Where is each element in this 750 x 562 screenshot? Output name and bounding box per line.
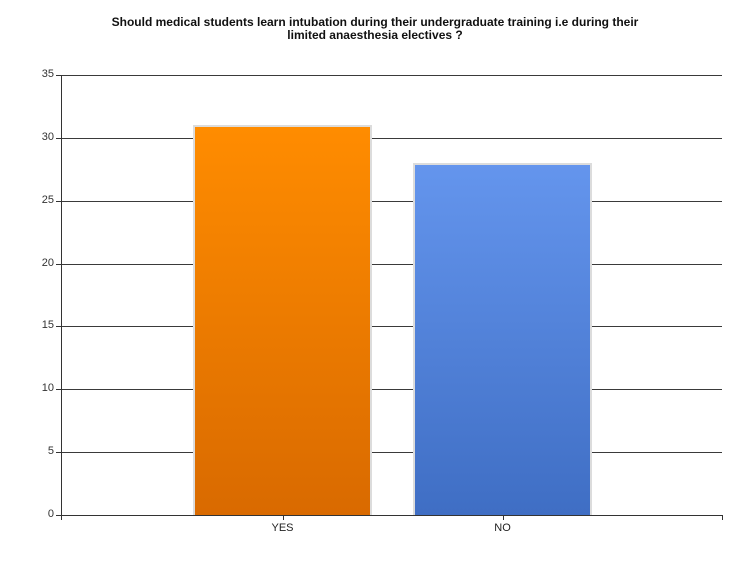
x-axis xyxy=(61,515,722,516)
y-tick xyxy=(56,515,61,516)
gridline xyxy=(61,138,722,139)
y-tick-label: 5 xyxy=(47,445,54,457)
gridline xyxy=(61,326,722,327)
chart-title-line-1: Should medical students learn intubation… xyxy=(111,15,639,29)
y-tick xyxy=(56,452,61,453)
y-tick xyxy=(56,138,61,139)
gridline xyxy=(61,452,722,453)
gridline xyxy=(61,75,722,76)
y-tick xyxy=(56,326,61,327)
y-tick xyxy=(56,201,61,202)
x-tick xyxy=(503,515,504,520)
gridline xyxy=(61,389,722,390)
bar-no xyxy=(413,163,592,515)
y-tick-label: 25 xyxy=(41,194,54,206)
y-tick-label: 35 xyxy=(41,68,54,80)
gridline xyxy=(61,201,722,202)
y-tick-label: 30 xyxy=(41,131,54,143)
chart-title-line-2: limited anaesthesia electives ? xyxy=(287,28,463,42)
x-tick xyxy=(283,515,284,520)
y-axis xyxy=(61,75,62,520)
y-tick xyxy=(56,389,61,390)
gridline xyxy=(61,264,722,265)
y-tick xyxy=(56,75,61,76)
bar-yes xyxy=(193,125,372,515)
x-axis-end-tick xyxy=(722,515,723,520)
y-tick-label: 0 xyxy=(47,508,54,520)
x-tick-label: NO xyxy=(494,522,511,534)
y-tick-label: 10 xyxy=(41,382,54,394)
y-tick xyxy=(56,264,61,265)
chart-title: Should medical students learn intubation… xyxy=(0,16,750,42)
y-tick-label: 15 xyxy=(41,319,54,331)
x-tick-label: YES xyxy=(271,522,294,534)
y-tick-label: 20 xyxy=(41,257,54,269)
